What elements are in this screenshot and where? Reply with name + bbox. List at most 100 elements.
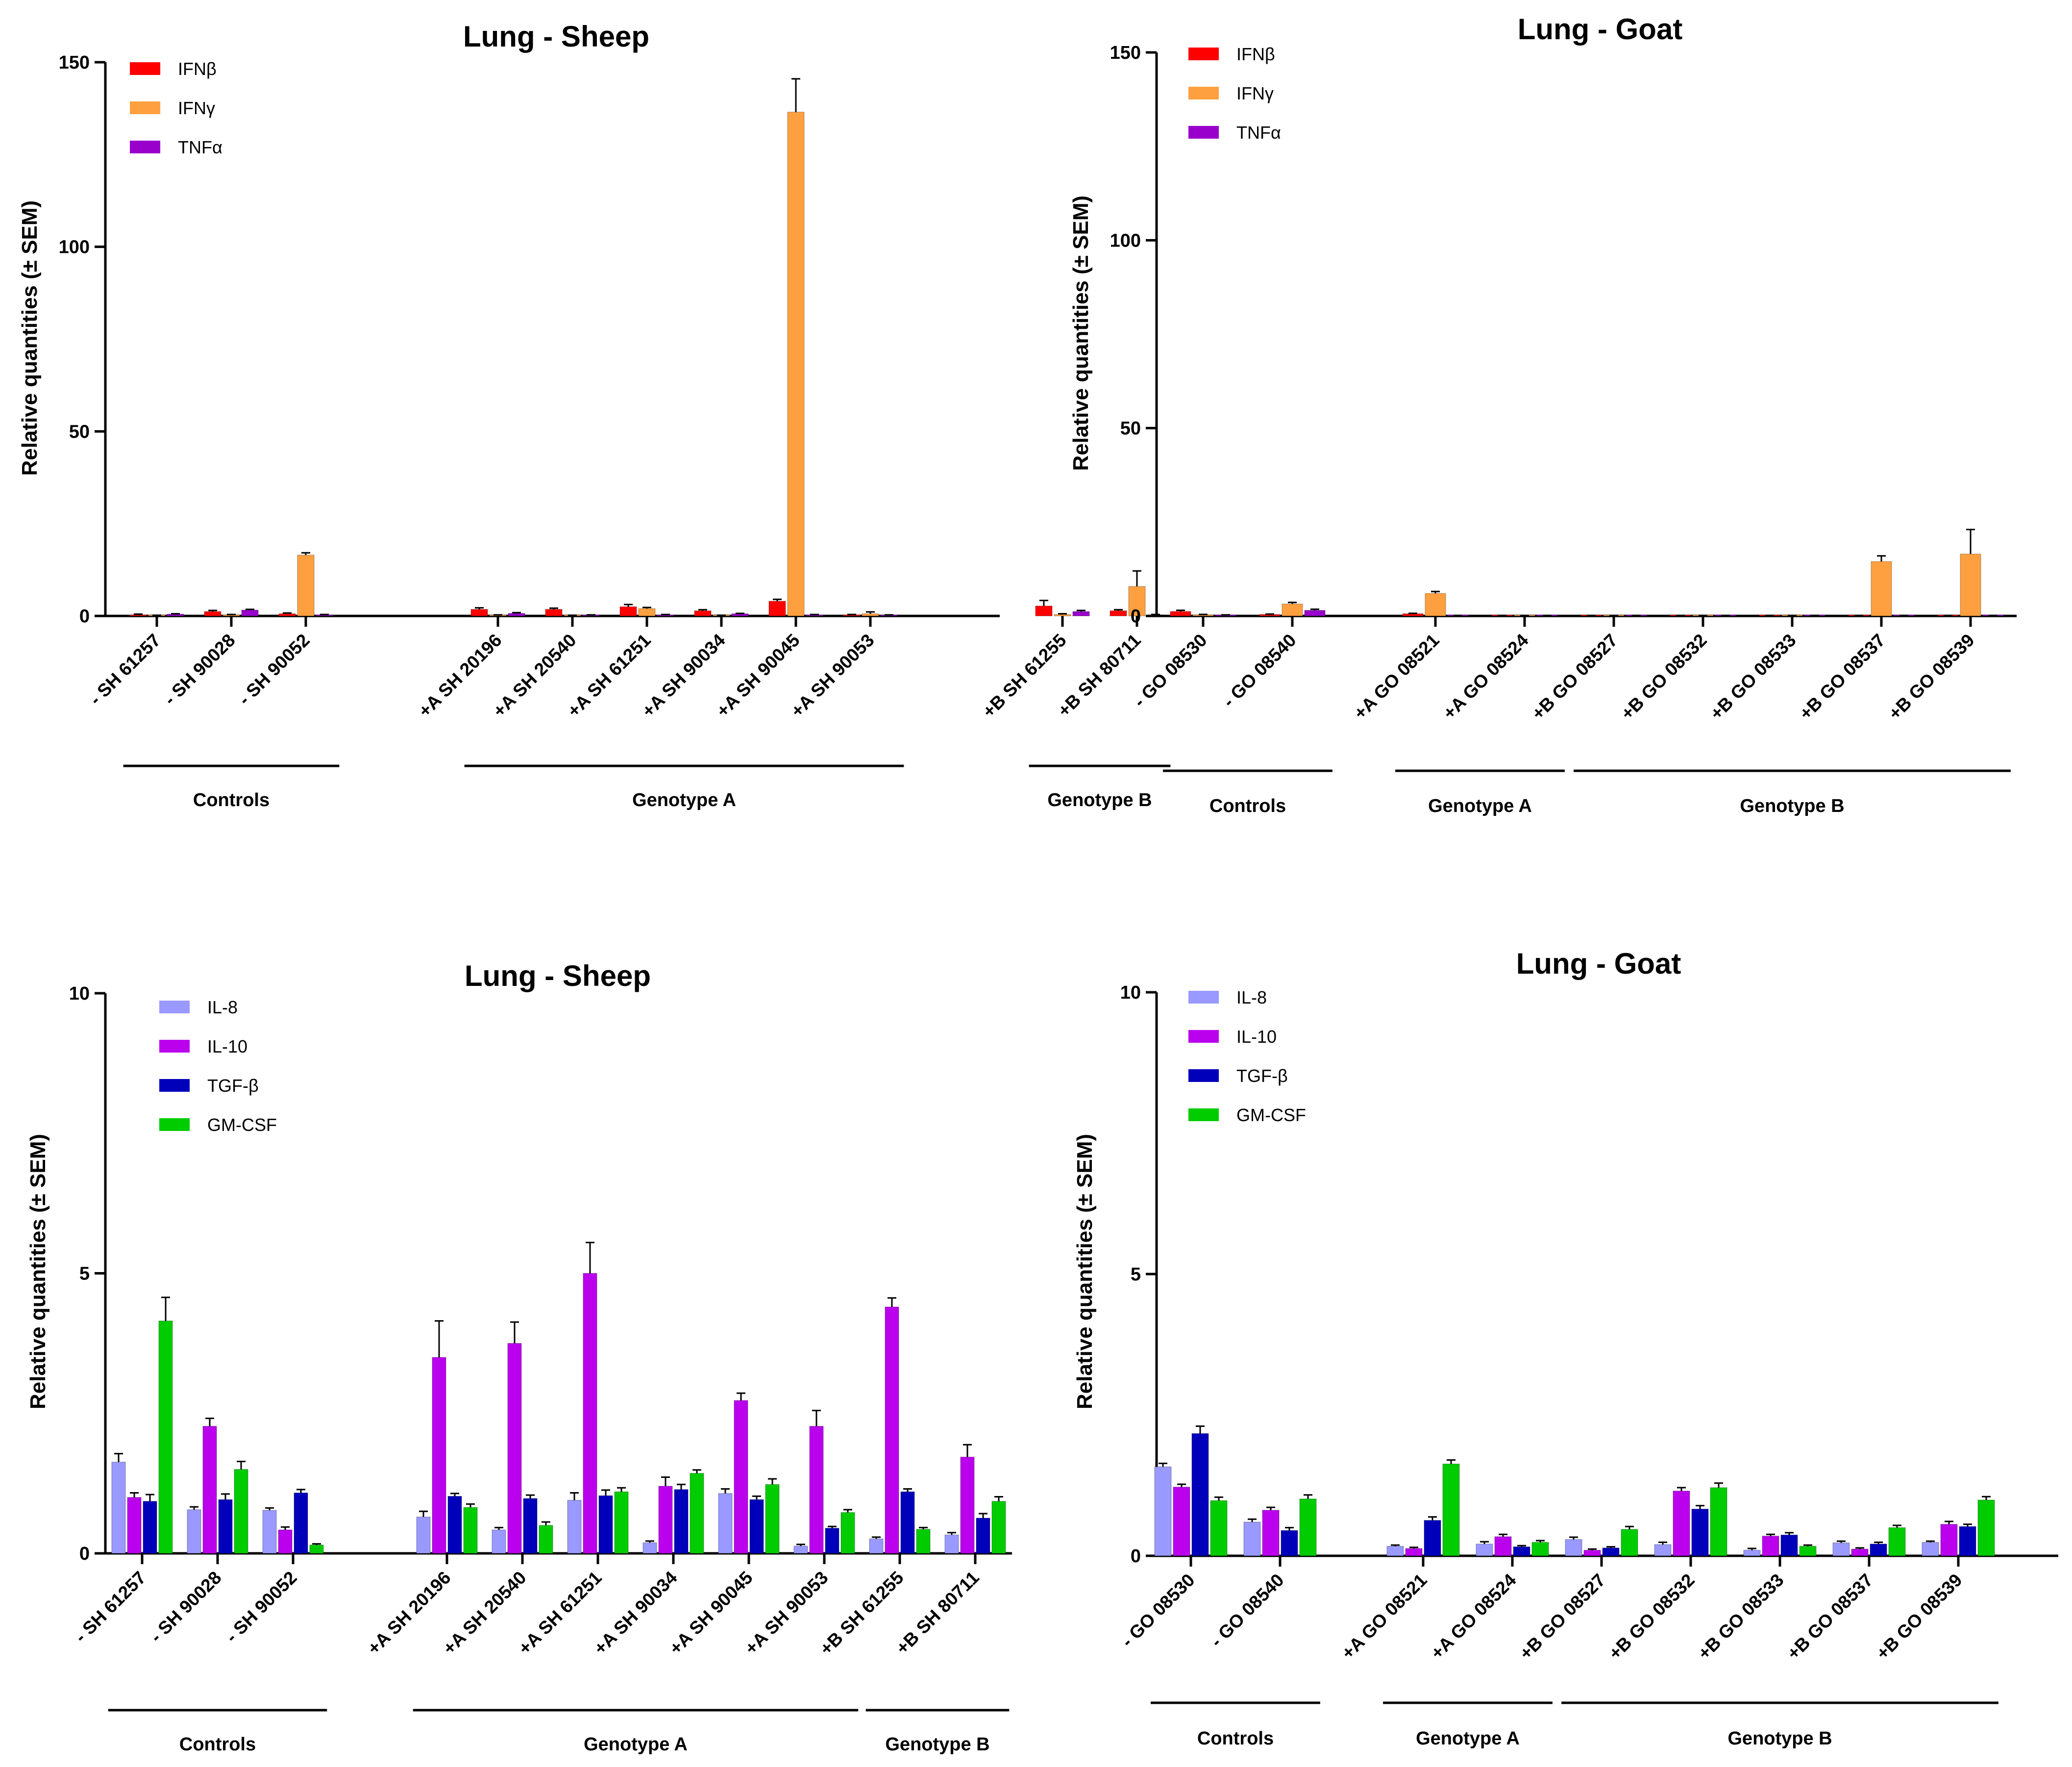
legend-swatch — [159, 1079, 190, 1092]
bar-TGF-β-+ASH20196 — [447, 1496, 462, 1554]
bar-IFNβ-+ASH90045 — [768, 601, 786, 616]
legend-label: GM-CSF — [1236, 1105, 1306, 1125]
x-tick-label: +B GO 08539 — [1884, 630, 1978, 724]
y-tick-label: 10 — [69, 983, 90, 1004]
bar-GM-CSF-+BGO08539 — [1977, 1499, 1995, 1556]
bar-IFNβ-+ASH61251 — [619, 606, 637, 616]
bar-IL-10-+AGO08524 — [1494, 1536, 1512, 1556]
bar-GM-CSF--GO08530 — [1210, 1500, 1228, 1556]
legend-swatch — [1188, 1108, 1219, 1121]
bar-TGF-β-+ASH90034 — [674, 1489, 689, 1554]
x-tick-label: +A GO 08524 — [1439, 630, 1532, 723]
bar-IL-8-+BGO08537 — [1832, 1543, 1850, 1556]
bar-GM-CSF--GO08540 — [1299, 1498, 1317, 1556]
bar-GM-CSF-+BGO08527 — [1621, 1529, 1638, 1556]
legend-swatch — [1188, 1030, 1219, 1043]
bar-IL-10-+BGO08533 — [1762, 1536, 1779, 1556]
bar-GM-CSF-+BGO08537 — [1888, 1527, 1906, 1556]
bar-TNFα--SH90028 — [241, 610, 259, 616]
bar-IFNγ-+BGO08537 — [1871, 561, 1892, 616]
bar-IFNγ--SH90052 — [297, 555, 315, 616]
chart-panel-2: Lung - Goat Relative quantities (± SEM) 0 5… — [1069, 13, 2017, 816]
legend-label: TGF-β — [207, 1076, 259, 1096]
bar-TGF-β-+ASH90045 — [749, 1499, 764, 1554]
chart-title: Lung - Sheep — [465, 959, 651, 992]
bar-IL-10-+BGO08527 — [1583, 1550, 1601, 1556]
legend-swatch — [130, 101, 160, 114]
x-tick-label: - SH 90052 — [234, 630, 313, 709]
bar-IL-10--SH90028 — [202, 1426, 217, 1554]
bar-IL-8-+AGO08524 — [1476, 1544, 1493, 1556]
y-tick-label: 0 — [1131, 606, 1141, 627]
bar-TGF-β--SH90052 — [294, 1493, 308, 1554]
y-tick-label: 150 — [1110, 43, 1141, 63]
group-label: Genotype A — [584, 1734, 688, 1755]
legend-label: IFNγ — [178, 98, 215, 118]
bar-IL-10-+AGO08521 — [1405, 1548, 1423, 1556]
bar-IL-10-+ASH90053 — [809, 1426, 824, 1554]
group-label: Genotype B — [1740, 796, 1844, 816]
legend-swatch — [159, 1040, 190, 1053]
y-tick-label: 50 — [69, 421, 90, 442]
bar-GM-CSF-+BGO08532 — [1710, 1487, 1727, 1556]
x-tick-label: +B GO 08527 — [1528, 630, 1621, 724]
legend-swatch — [159, 1001, 190, 1013]
bar-IFNβ-+BSH80711 — [1110, 610, 1127, 616]
bar-IFNβ--SH90052 — [278, 613, 296, 616]
bar-TNFα-+BSH61255 — [1072, 611, 1090, 616]
y-axis-label: Relative quantities (± SEM) — [1073, 1134, 1097, 1409]
bar-IFNβ-+ASH20540 — [545, 609, 563, 616]
bar-IFNβ--GO08530 — [1170, 611, 1191, 616]
bar-TNFα-+ASH20196 — [508, 613, 525, 616]
x-tick-label: +A GO 08521 — [1337, 1570, 1431, 1663]
bar-IL-10-+BGO08539 — [1940, 1524, 1958, 1556]
y-tick-label: 100 — [59, 237, 90, 258]
bar-IL-10-+ASH20196 — [432, 1357, 446, 1554]
x-tick-label: - SH 90028 — [146, 1568, 225, 1646]
y-axis-label: Relative quantities (± SEM) — [18, 200, 42, 476]
bar-GM-CSF--SH61257 — [158, 1321, 173, 1554]
bar-IL-8--GO08530 — [1154, 1466, 1172, 1556]
bar-IL-8--SH61257 — [111, 1462, 126, 1554]
bar-GM-CSF-+ASH90034 — [690, 1473, 704, 1554]
bar-IL-8-+BGO08539 — [1922, 1542, 1939, 1556]
x-tick-label: +B GO 08533 — [1706, 630, 1800, 724]
bar-IFNγ-+ASH61251 — [638, 608, 656, 616]
legend-swatch — [1188, 991, 1219, 1004]
group-label: Genotype B — [885, 1734, 989, 1755]
bar-IL-10--GO08540 — [1262, 1510, 1280, 1556]
bar-IL-10-+BSH80711 — [960, 1456, 975, 1554]
bar-IL-8-+BGO08532 — [1654, 1544, 1672, 1556]
bar-IL-8-+ASH61251 — [567, 1499, 582, 1554]
y-tick-label: 0 — [1131, 1546, 1141, 1567]
legend-label: IL-10 — [1236, 1027, 1277, 1047]
bar-GM-CSF-+ASH90045 — [765, 1484, 780, 1554]
bar-TGF-β-+ASH20540 — [523, 1498, 538, 1554]
bar-GM-CSF-+AGO08521 — [1442, 1464, 1460, 1556]
x-tick-label: +B GO 08537 — [1783, 1570, 1876, 1664]
group-label: Genotype B — [1727, 1728, 1832, 1749]
bar-IL-10--SH90052 — [278, 1529, 293, 1554]
bar-IL-8-+ASH90053 — [793, 1546, 808, 1554]
group-label: Genotype A — [1428, 796, 1532, 816]
legend-label: TNFα — [1236, 123, 1281, 143]
bar-GM-CSF-+ASH90053 — [840, 1512, 855, 1554]
bar-TGF-β-+BGO08533 — [1780, 1534, 1798, 1556]
bar-GM-CSF-+AGO08524 — [1531, 1542, 1549, 1556]
legend-label: GM-CSF — [207, 1115, 277, 1135]
bar-TGF-β-+BGO08527 — [1602, 1547, 1620, 1556]
x-tick-label: +B GO 08539 — [1872, 1570, 1966, 1664]
x-tick-label: +A GO 08524 — [1427, 1570, 1520, 1663]
y-tick-label: 0 — [79, 1544, 90, 1564]
bar-IL-10-+BSH61255 — [885, 1306, 899, 1554]
legend-label: IFNβ — [178, 59, 217, 79]
legend-swatch — [130, 141, 160, 153]
y-tick-label: 150 — [59, 52, 90, 73]
bar-GM-CSF-+BSH80711 — [991, 1501, 1006, 1554]
bar-TNFα--GO08540 — [1304, 610, 1326, 616]
bar-IL-8-+BSH61255 — [869, 1538, 884, 1554]
bar-IL-8-+BGO08527 — [1565, 1539, 1582, 1556]
legend-label: IFNβ — [1236, 44, 1275, 64]
bar-IL-10-+ASH90034 — [658, 1486, 673, 1554]
y-tick-label: 50 — [1120, 418, 1141, 439]
